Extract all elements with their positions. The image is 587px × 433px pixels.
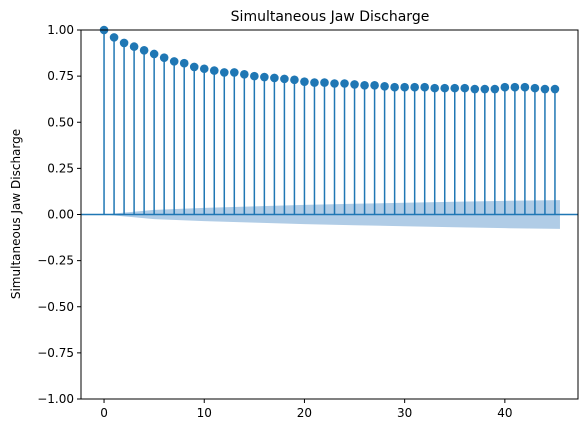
y-tick-label: 0.25 <box>47 161 74 175</box>
stem-marker <box>380 81 389 91</box>
stem-marker <box>119 38 129 48</box>
stem-marker <box>550 84 560 94</box>
y-tick-label: −1.00 <box>37 392 74 406</box>
chart-title: Simultaneous Jaw Discharge <box>231 9 430 25</box>
stem-marker <box>230 68 239 77</box>
stem-marker <box>330 79 339 88</box>
stem-marker <box>219 68 229 77</box>
stem-marker <box>440 83 450 93</box>
stem-marker <box>270 73 279 83</box>
y-tick-label: −0.25 <box>37 254 74 268</box>
stem-marker <box>510 82 520 92</box>
stem-marker <box>540 84 550 94</box>
stem-marker <box>169 57 179 66</box>
y-axis-label: Simultaneous Jaw Discharge <box>9 129 23 299</box>
stem-marker <box>290 75 299 85</box>
stem-marker <box>430 83 440 93</box>
stem-marker <box>480 84 490 94</box>
stem-marker <box>310 78 319 87</box>
stem-marker <box>410 82 419 92</box>
stem-layer <box>103 30 556 215</box>
stem-marker <box>240 69 249 79</box>
stem-marker <box>450 83 460 93</box>
x-tick-label: 0 <box>100 406 108 420</box>
stem-marker <box>199 64 209 74</box>
y-tick-label: 0.75 <box>47 69 74 83</box>
stem-marker <box>360 81 369 90</box>
stem-marker <box>159 53 169 62</box>
stem-marker <box>420 82 429 92</box>
stem-marker <box>209 66 219 75</box>
stem-marker <box>260 72 269 82</box>
y-tick-label: −0.75 <box>37 346 74 360</box>
stem-marker <box>470 84 480 94</box>
y-tick-label: 0.50 <box>47 115 74 129</box>
stem-marker <box>370 81 379 90</box>
x-tick-label: 30 <box>397 406 412 420</box>
stem-marker <box>400 82 409 92</box>
x-tick-label: 20 <box>297 406 312 420</box>
stem-marker <box>350 80 359 89</box>
stem-marker <box>460 83 470 93</box>
stem-marker <box>520 82 530 92</box>
y-tick-label: −0.50 <box>37 300 74 314</box>
stem-marker <box>109 33 119 42</box>
tick-layer: −1.00 −0.75 −0.50 −0.25 0.00 0.25 0.50 0.75 1.00… <box>37 23 512 420</box>
stem-marker <box>340 79 349 88</box>
stem-marker <box>530 83 540 93</box>
stem-marker <box>320 78 329 87</box>
x-tick-label: 40 <box>497 406 512 420</box>
stem-marker <box>500 82 510 92</box>
y-tick-label: 1.00 <box>47 23 74 37</box>
stem-marker <box>149 49 159 59</box>
stem-marker <box>300 77 309 86</box>
stem-marker <box>490 84 500 94</box>
stem-marker <box>179 58 189 68</box>
stem-marker <box>139 45 149 55</box>
y-tick-label: 0.00 <box>47 208 74 222</box>
stem-marker <box>129 42 139 51</box>
marker-layer <box>99 25 560 94</box>
x-tick-label: 10 <box>197 406 212 420</box>
stem-marker <box>250 71 259 81</box>
stem-marker <box>189 62 199 72</box>
stem-marker <box>390 82 399 92</box>
stem-marker <box>280 74 289 84</box>
